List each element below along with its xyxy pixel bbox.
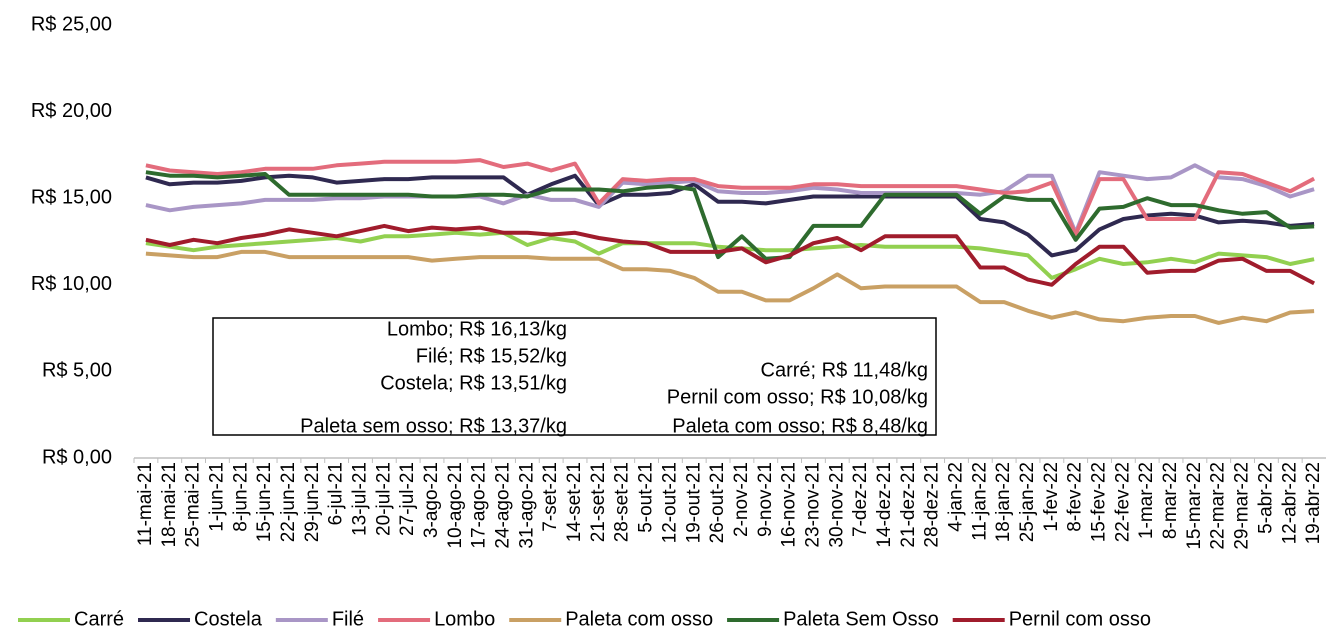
- legend-label: Carré: [74, 608, 124, 630]
- x-tick-label: 7-set-21: [540, 462, 561, 532]
- legend-label: Costela: [194, 608, 263, 630]
- x-tick-label: 22-mar-22: [1208, 462, 1229, 550]
- x-tick-label: 28-set-21: [612, 462, 633, 542]
- x-tick-label: 3-ago-21: [421, 462, 442, 538]
- y-tick-label: R$ 0,00: [42, 446, 112, 468]
- annotation: Costela; R$ 13,51/kg: [380, 372, 567, 394]
- x-tick-label: 8-fev-22: [1065, 462, 1086, 532]
- y-tick-label: R$ 20,00: [31, 100, 112, 122]
- x-tick-label: 12-out-21: [659, 462, 680, 543]
- x-tick-label: 8-mar-22: [1160, 462, 1181, 539]
- x-tick-label: 11-jan-22: [969, 462, 990, 541]
- x-tick-label: 30-nov-21: [826, 462, 847, 548]
- series-line: [145, 223, 1316, 287]
- x-tick-label: 17-ago-21: [469, 462, 490, 549]
- x-tick-label: 11-mai-21: [135, 462, 156, 546]
- annotation: Paleta sem osso; R$ 13,37/kg: [300, 415, 567, 437]
- x-tick-label: 28-dez-21: [922, 462, 943, 548]
- legend-label: Filé: [332, 608, 364, 630]
- x-tick-label: 9-nov-21: [755, 462, 776, 537]
- x-tick-label: 29-jun-21: [302, 462, 323, 542]
- x-tick-label: 16-nov-21: [779, 462, 800, 548]
- x-tick-label: 1-fev-22: [1041, 462, 1062, 532]
- x-tick-label: 25-jan-22: [1017, 462, 1038, 542]
- y-tick-label: R$ 10,00: [31, 273, 112, 295]
- x-tick-label: 31-ago-21: [516, 462, 537, 549]
- x-tick-label: 26-out-21: [707, 462, 728, 543]
- x-tick-label: 15-mar-22: [1184, 462, 1205, 550]
- x-tick-label: 18-mai-21: [159, 462, 180, 548]
- y-tick-label: R$ 5,00: [42, 360, 112, 382]
- x-tick-label: 8-jun-21: [230, 462, 251, 532]
- x-tick-label: 7-dez-21: [850, 462, 871, 537]
- x-tick-label: 29-mar-22: [1232, 462, 1253, 550]
- x-tick-label: 14-set-21: [564, 462, 585, 542]
- y-tick-label: R$ 15,00: [31, 186, 112, 208]
- annotation: Lombo; R$ 16,13/kg: [387, 318, 567, 340]
- x-tick-label: 5-abr-22: [1255, 462, 1276, 534]
- x-tick-label: 24-ago-21: [493, 462, 514, 549]
- annotation-box: [212, 317, 937, 436]
- x-tick-label: 6-jul-21: [326, 462, 347, 525]
- x-tick-label: 19-out-21: [683, 462, 704, 543]
- annotation: Paleta com osso; R$ 8,48/kg: [672, 415, 928, 437]
- x-tick-label: 1-jun-21: [206, 462, 227, 532]
- series-line: [145, 249, 1315, 325]
- series-line: [145, 163, 1315, 235]
- legend-label: Pernil com osso: [1009, 608, 1151, 630]
- annotation: Carré; R$ 11,48/kg: [761, 359, 929, 381]
- legend-label: Lombo: [434, 608, 495, 630]
- x-tick-label: 12-abr-22: [1279, 462, 1300, 544]
- y-tick-label: R$ 25,00: [31, 13, 112, 35]
- x-tick-label: 27-jul-21: [397, 462, 418, 536]
- x-tick-label: 15-fev-22: [1089, 462, 1110, 542]
- x-tick-label: 5-out-21: [636, 462, 657, 533]
- x-tick-label: 20-jul-21: [373, 462, 394, 536]
- x-tick-label: 4-jan-22: [945, 462, 966, 532]
- annotation: Pernil com osso; R$ 10,08/kg: [667, 386, 928, 408]
- x-tick-label: 19-abr-22: [1303, 462, 1324, 544]
- legend-label: Paleta Sem Osso: [783, 608, 939, 630]
- x-tick-label: 1-mar-22: [1136, 462, 1157, 539]
- x-tick-label: 13-jul-21: [349, 462, 370, 536]
- x-tick-label: 22-fev-22: [1112, 462, 1133, 542]
- x-tick-label: 2-nov-21: [731, 462, 752, 537]
- x-tick-label: 25-mai-21: [183, 462, 204, 548]
- x-tick-label: 23-nov-21: [802, 462, 823, 548]
- x-tick-label: 21-set-21: [588, 462, 609, 542]
- series-line: [145, 170, 1315, 261]
- series-line: [145, 173, 1315, 258]
- series-line: [145, 158, 1316, 237]
- legend-label: Paleta com osso: [565, 608, 713, 630]
- x-tick-label: 10-ago-21: [445, 462, 466, 549]
- x-tick-label: 22-jun-21: [278, 462, 299, 542]
- x-tick-label: 14-dez-21: [874, 462, 895, 548]
- x-tick-label: 18-jan-22: [993, 462, 1014, 542]
- x-tick-label: 21-dez-21: [898, 462, 919, 548]
- annotation: Filé; R$ 15,52/kg: [416, 345, 567, 367]
- x-tick-label: 15-jun-21: [254, 462, 275, 542]
